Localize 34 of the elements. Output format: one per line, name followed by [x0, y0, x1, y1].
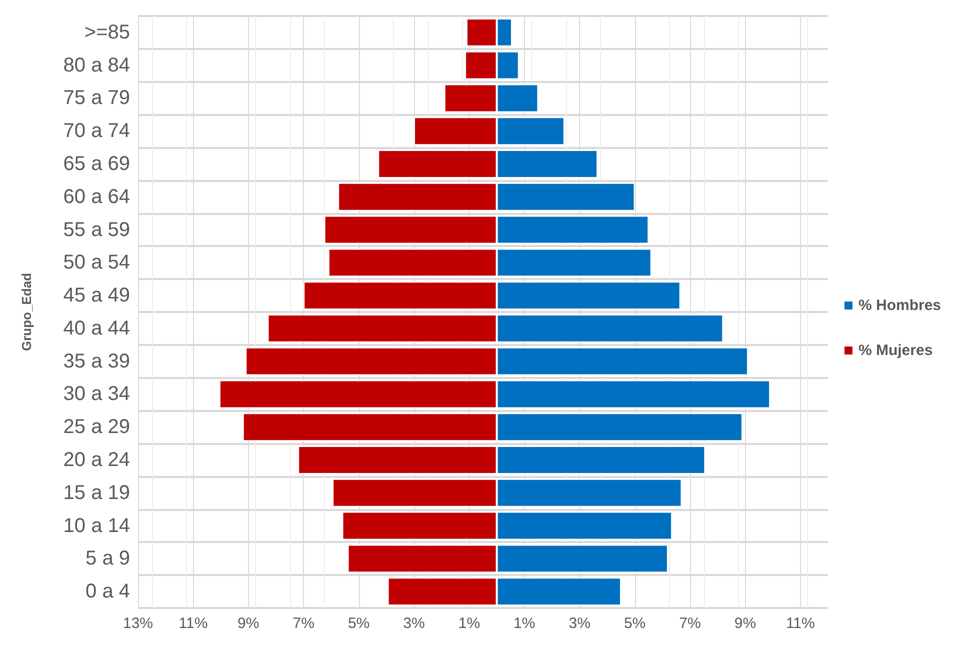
y-axis-title: Grupo_Edad	[19, 272, 34, 352]
x-tick-label: 5%	[348, 615, 370, 632]
y-tick-label: 25 a 29	[63, 416, 130, 438]
y-tick-label: 0 a 4	[86, 580, 130, 603]
y-tick-label: 10 a 14	[63, 514, 130, 537]
y-tick-label: 40 a 44	[63, 317, 130, 340]
x-tick-label: 1%	[514, 615, 536, 632]
y-tick-label: 75 a 79	[63, 87, 130, 110]
x-tick-label: 3%	[403, 615, 425, 632]
y-tick-label: 70 a 74	[63, 120, 130, 142]
y-tick-label: 55 a 59	[63, 218, 130, 241]
y-tick-label: 15 a 19	[63, 482, 130, 504]
y-tick-label: 20 a 24	[63, 449, 130, 471]
x-tick-label: 3%	[568, 615, 590, 632]
x-tick-label: 11%	[786, 615, 815, 632]
x-tick-label: 7%	[292, 615, 314, 632]
x-tick-label: 1%	[458, 615, 480, 632]
y-tick-label: 35 a 39	[63, 350, 130, 372]
legend-label: % Hombres	[858, 297, 942, 314]
y-tick-label: 50 a 54	[63, 252, 130, 274]
y-tick-label: 65 a 69	[63, 153, 130, 175]
y-tick-label: 80 a 84	[63, 54, 130, 76]
x-tick-label: 5%	[624, 615, 646, 632]
y-tick-label: 5 a 9	[86, 548, 130, 570]
x-tick-label: 13%	[122, 615, 154, 632]
y-tick-label: >=85	[84, 21, 130, 44]
legend-label: % Mujeres	[858, 342, 933, 359]
y-tick-label: 60 a 64	[63, 186, 130, 208]
y-tick-label: 30 a 34	[63, 383, 130, 406]
x-tick-label: 9%	[734, 615, 756, 632]
y-tick-label: 45 a 49	[63, 284, 130, 307]
x-tick-label: 7%	[679, 615, 701, 632]
x-tick-label: 11%	[178, 615, 208, 632]
x-tick-label: 9%	[238, 615, 260, 632]
